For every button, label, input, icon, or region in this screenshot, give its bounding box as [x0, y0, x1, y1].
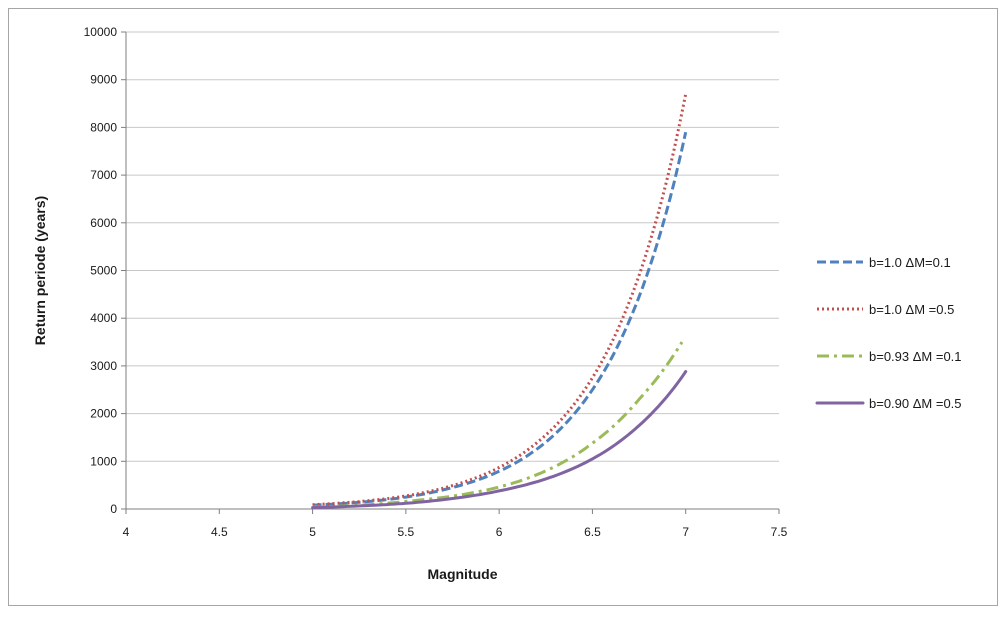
- y-tick-label: 0: [110, 502, 117, 516]
- y-tick-label: 1000: [90, 454, 117, 468]
- x-tick-label: 4: [123, 525, 130, 539]
- x-tick-label: 4.5: [211, 525, 228, 539]
- y-tick-label: 3000: [90, 359, 117, 373]
- series-line-1: [312, 131, 688, 507]
- y-tick-label: 4000: [90, 311, 117, 325]
- y-tick-label: 9000: [90, 73, 117, 87]
- y-tick-label: 10000: [84, 25, 118, 39]
- legend-label-3: b=0.93 ΔM =0.1: [869, 349, 962, 364]
- legend: b=1.0 ΔM=0.1 b=1.0 ΔM =0.5 b=0.93 ΔM =0.1 b…: [815, 255, 962, 411]
- x-tick-label: 7: [682, 525, 689, 539]
- y-axis-title: Return periode (years): [32, 196, 48, 345]
- y-tick-label: 7000: [90, 168, 117, 182]
- y-tick-label: 5000: [90, 264, 117, 278]
- y-tick-label: 8000: [90, 120, 117, 134]
- x-tick-label: 5.5: [398, 525, 415, 539]
- gridlines: [126, 31, 779, 462]
- series-line-4: [311, 370, 688, 510]
- x-tick-label: 5: [309, 525, 316, 539]
- series-line-2: [312, 93, 688, 507]
- legend-label-4: b=0.90 ΔM =0.5: [869, 396, 962, 411]
- x-axis-title: Magnitude: [428, 566, 498, 582]
- chart-frame: 0 1000 2000 3000 4000 5000 6000 7000 8000 9000 100…: [8, 8, 998, 606]
- series-lines: [311, 93, 688, 510]
- series-line-3: [312, 341, 684, 509]
- y-tick-labels: 0 1000 2000 3000 4000 5000 6000 7000 8000 9000 100…: [84, 25, 118, 516]
- y-tick-label: 2000: [90, 407, 117, 421]
- legend-label-2: b=1.0 ΔM =0.5: [869, 302, 954, 317]
- x-tick-label: 7.5: [771, 525, 788, 539]
- legend-label-1: b=1.0 ΔM=0.1: [869, 255, 951, 270]
- axes: [121, 31, 780, 514]
- x-tick-label: 6.5: [584, 525, 601, 539]
- y-tick-label: 6000: [90, 216, 117, 230]
- x-tick-label: 6: [496, 525, 503, 539]
- x-tick-labels: 4 4.5 5 5.5 6 6.5 7 7.5: [123, 525, 788, 539]
- line-chart: 0 1000 2000 3000 4000 5000 6000 7000 8000 9000 100…: [32, 25, 962, 582]
